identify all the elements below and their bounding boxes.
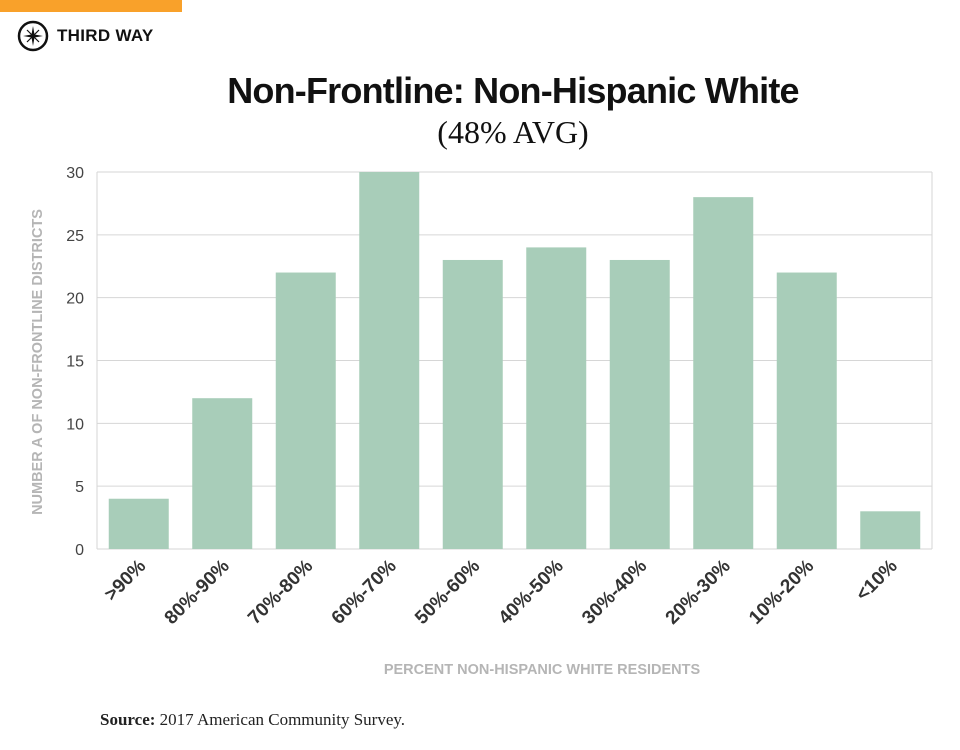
source-text: 2017 American Community Survey. [155, 710, 406, 729]
x-tick-label: >90% [101, 556, 151, 606]
logo-text: THIRD WAY [57, 26, 154, 45]
bar-10 [860, 511, 921, 549]
x-tick-label: <10% [852, 556, 902, 606]
x-tick-label: 10%-20% [745, 556, 818, 629]
third-way-logo: THIRD WAY [17, 20, 154, 52]
y-tick-label: 0 [75, 542, 84, 559]
x-tick-label: 40%-50% [495, 556, 568, 629]
bar-7 [609, 259, 670, 549]
y-tick-label: 10 [66, 416, 84, 433]
bar-2 [192, 398, 253, 549]
y-tick-label: 20 [66, 291, 84, 308]
y-tick-label: 15 [66, 354, 84, 371]
source-note: Source: 2017 American Community Survey. [100, 710, 405, 730]
x-tick-label: 80%-90% [161, 556, 234, 629]
bar-4 [359, 172, 420, 549]
source-label: Source: [100, 710, 156, 729]
y-tick-label: 25 [66, 228, 84, 245]
chart-title: Non-Frontline: Non-Hispanic White [227, 70, 799, 111]
y-axis-label: NUMBER A OF NON-FRONTLINE DISTRICTS [30, 209, 46, 515]
x-tick-label: 50%-60% [411, 556, 484, 629]
bar-9 [776, 272, 837, 549]
x-tick-label: 20%-30% [662, 556, 735, 629]
x-tick-label: 70%-80% [244, 556, 317, 629]
bar-8 [693, 197, 754, 549]
x-axis-label: PERCENT NON-HISPANIC WHITE RESIDENTS [383, 662, 701, 678]
x-tick-label: 60%-70% [328, 556, 401, 629]
bar-6 [526, 247, 587, 549]
y-tick-label: 5 [75, 479, 84, 496]
y-tick-label: 30 [66, 165, 84, 182]
compass-icon [17, 20, 49, 52]
bar-3 [275, 272, 336, 549]
chart-subtitle: (48% AVG) [437, 114, 589, 150]
x-tick-label: 30%-40% [578, 556, 651, 629]
accent-bar [0, 0, 182, 12]
bar-5 [442, 259, 503, 549]
bar-1 [108, 498, 169, 549]
